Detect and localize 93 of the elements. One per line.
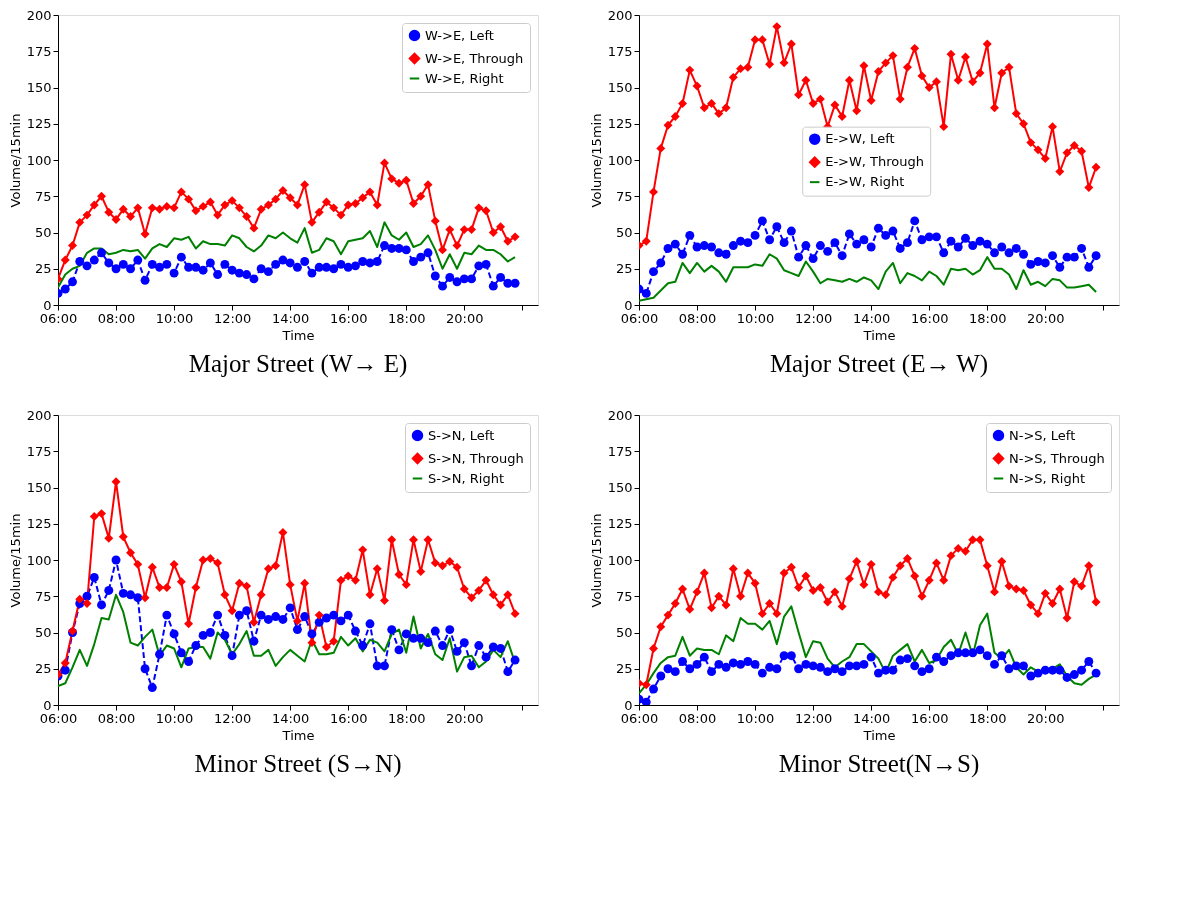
y-tick-label: 175	[26, 43, 52, 59]
text: Major Street (E→ W)	[769, 350, 989, 378]
y-tick-label: 150	[607, 80, 633, 95]
legend-label: N->S, Through	[1009, 450, 1105, 466]
legend-label: W->E, Left	[425, 27, 494, 43]
y-tick-label: 0	[624, 697, 633, 713]
x-axis-title: Time	[281, 727, 315, 743]
y-tick-label: 50	[34, 625, 52, 640]
y-tick-label: 100	[607, 552, 633, 568]
x-tick-label: 18:00	[388, 710, 426, 726]
x-tick-label: 06:00	[620, 310, 659, 326]
y-tick-label: 50	[615, 225, 633, 240]
legend-label: S->N, Left	[428, 427, 495, 443]
x-tick-label: 08:00	[678, 310, 717, 326]
x-tick-label: 18:00	[388, 310, 426, 326]
x-tick-label: 14:00	[271, 710, 310, 726]
y-tick-label: 50	[34, 225, 52, 240]
x-tick-label: 12:00	[213, 710, 252, 726]
legend-label: N->S, Right	[1009, 470, 1086, 486]
y-tick-label: 175	[607, 443, 633, 459]
x-tick-label: 16:00	[329, 310, 368, 326]
y-tick-label: 0	[43, 697, 52, 713]
x-tick-label: 06:00	[39, 710, 78, 726]
x-tick-label: 08:00	[97, 710, 136, 726]
x-tick-label: 06:00	[620, 710, 659, 726]
x-tick-label: 10:00	[155, 310, 194, 326]
y-tick-label: 200	[26, 7, 52, 23]
x-tick-label: 20:00	[1027, 710, 1065, 726]
y-tick-label: 75	[615, 588, 633, 604]
y-tick-label: 25	[615, 261, 633, 277]
y-tick-label: 125	[607, 116, 633, 132]
x-tick-label: 10:00	[155, 710, 194, 726]
x-axis-title: Time	[862, 727, 896, 743]
y-tick-label: 0	[624, 297, 633, 313]
y-tick-label: 150	[607, 480, 633, 495]
x-tick-label: 12:00	[213, 310, 252, 326]
legend-label: S->N, Through	[428, 450, 524, 466]
y-tick-label: 75	[615, 188, 633, 204]
y-tick-label: 175	[26, 443, 52, 459]
y-tick-label: 100	[26, 152, 52, 168]
y-tick-label: 100	[26, 552, 52, 568]
y-tick-label: 75	[34, 588, 52, 604]
y-axis-title: Volume/15min	[588, 113, 604, 208]
x-axis-title: Time	[281, 327, 315, 343]
legend-label: N->S, Left	[1009, 427, 1076, 443]
y-tick-label: 0	[43, 297, 52, 313]
y-tick-label: 175	[607, 43, 633, 59]
y-tick-label: 200	[26, 407, 52, 423]
x-tick-label: 14:00	[852, 710, 891, 726]
y-tick-label: 25	[34, 261, 52, 277]
x-axis-title: Time	[862, 327, 896, 343]
x-tick-label: 18:00	[969, 710, 1007, 726]
x-tick-label: 12:00	[794, 310, 833, 326]
y-axis-title: Volume/15min	[7, 113, 23, 208]
x-tick-label: 10:00	[736, 710, 775, 726]
y-tick-label: 100	[607, 152, 633, 168]
y-tick-label: 150	[26, 480, 52, 495]
x-tick-label: 18:00	[969, 310, 1007, 326]
x-tick-label: 20:00	[446, 710, 484, 726]
x-tick-label: 20:00	[446, 310, 484, 326]
text: Major Street (W→ E)	[188, 350, 408, 378]
y-tick-label: 200	[607, 407, 633, 423]
x-tick-label: 14:00	[271, 310, 310, 326]
legend-label: E->W, Through	[825, 154, 925, 170]
y-tick-label: 75	[34, 188, 52, 204]
line-series	[639, 253, 1098, 302]
y-tick-label: 50	[615, 625, 633, 640]
x-tick-label: 14:00	[852, 310, 891, 326]
y-tick-label: 125	[607, 516, 633, 532]
x-tick-label: 20:00	[1027, 310, 1065, 326]
y-tick-label: 200	[607, 7, 633, 23]
x-tick-label: 16:00	[910, 310, 949, 326]
x-tick-label: 12:00	[794, 710, 833, 726]
legend-label: S->N, Right	[428, 470, 505, 486]
y-tick-label: 125	[26, 516, 52, 532]
x-tick-label: 16:00	[329, 710, 368, 726]
y-tick-label: 125	[26, 116, 52, 132]
legend-label: E->W, Right	[825, 174, 905, 190]
x-tick-label: 08:00	[97, 310, 136, 326]
legend-label: E->W, Left	[825, 131, 895, 147]
text: Minor Street (S→N)	[194, 750, 402, 778]
text: Minor Street(N→S)	[778, 750, 980, 778]
y-axis-title: Volume/15min	[588, 513, 604, 608]
legend-label: W->E, Right	[425, 70, 504, 86]
x-tick-label: 06:00	[39, 310, 78, 326]
y-tick-label: 25	[34, 661, 52, 677]
x-tick-label: 10:00	[736, 310, 775, 326]
y-tick-label: 25	[615, 661, 633, 677]
x-tick-label: 08:00	[678, 710, 717, 726]
y-axis-title: Volume/15min	[7, 513, 23, 608]
x-tick-label: 16:00	[910, 710, 949, 726]
legend-label: W->E, Through	[425, 50, 524, 66]
y-tick-label: 150	[26, 80, 52, 95]
